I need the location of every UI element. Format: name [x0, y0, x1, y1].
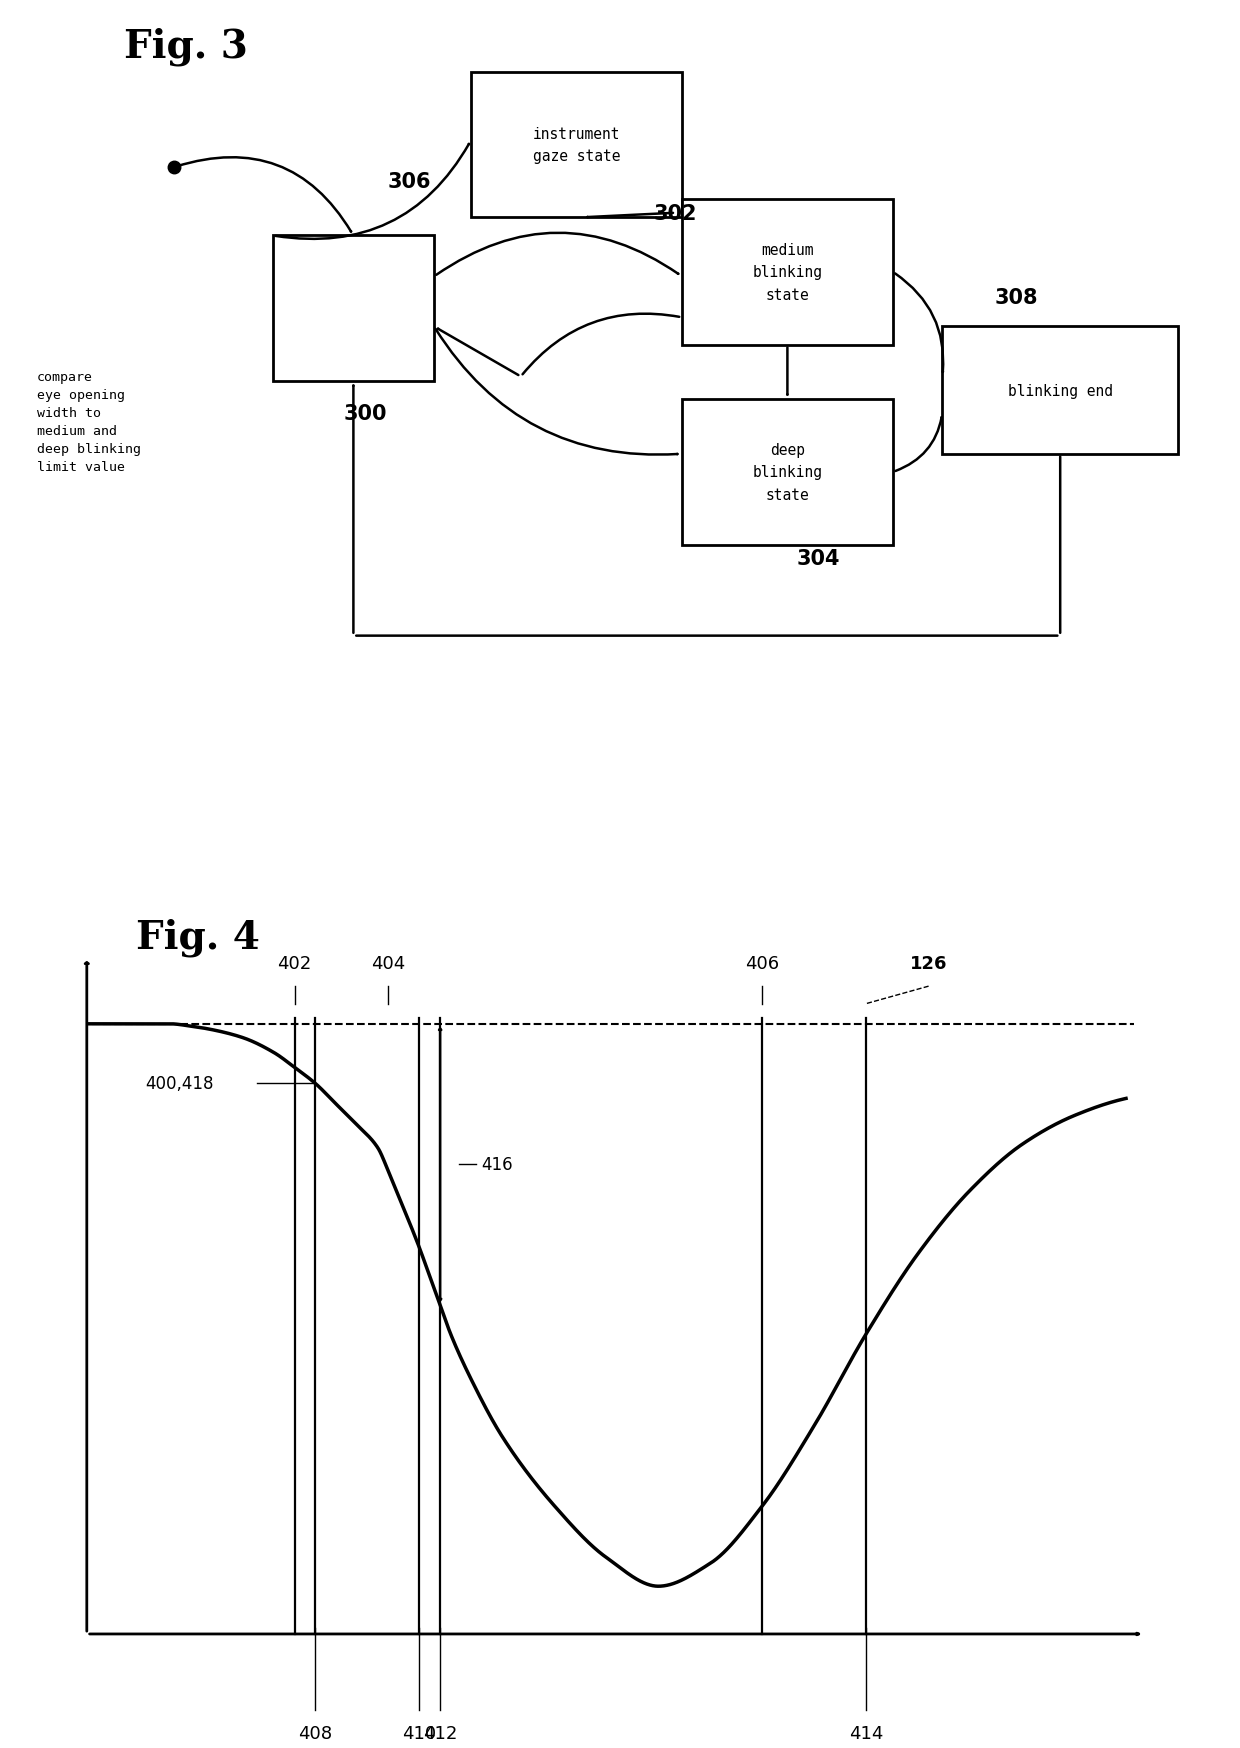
Text: 308: 308	[994, 288, 1039, 308]
Text: blinking end: blinking end	[1008, 383, 1112, 399]
Text: 404: 404	[371, 954, 405, 972]
Text: 406: 406	[745, 954, 780, 972]
Text: instrument
gaze state: instrument gaze state	[533, 128, 620, 164]
Text: 126: 126	[910, 954, 947, 972]
Text: Fig. 3: Fig. 3	[124, 28, 248, 66]
Text: medium
blinking
state: medium blinking state	[753, 243, 822, 302]
Text: 408: 408	[299, 1724, 332, 1743]
Text: 300: 300	[343, 404, 388, 423]
Text: Fig. 4: Fig. 4	[136, 918, 260, 956]
Text: 304: 304	[796, 549, 841, 570]
Text: deep
blinking
state: deep blinking state	[753, 442, 822, 502]
Text: 416: 416	[481, 1155, 513, 1173]
Text: 306: 306	[387, 171, 432, 192]
Text: 302: 302	[653, 203, 698, 224]
Text: 412: 412	[423, 1724, 458, 1743]
Text: 402: 402	[278, 954, 311, 972]
Text: 410: 410	[402, 1724, 436, 1743]
Text: compare
eye opening
width to
medium and
deep blinking
limit value: compare eye opening width to medium and …	[37, 371, 141, 474]
FancyBboxPatch shape	[682, 400, 893, 545]
FancyBboxPatch shape	[471, 73, 682, 218]
FancyBboxPatch shape	[682, 199, 893, 346]
FancyBboxPatch shape	[273, 236, 434, 381]
Text: 414: 414	[849, 1724, 883, 1743]
FancyBboxPatch shape	[942, 327, 1178, 454]
Text: 400,418: 400,418	[145, 1075, 213, 1092]
